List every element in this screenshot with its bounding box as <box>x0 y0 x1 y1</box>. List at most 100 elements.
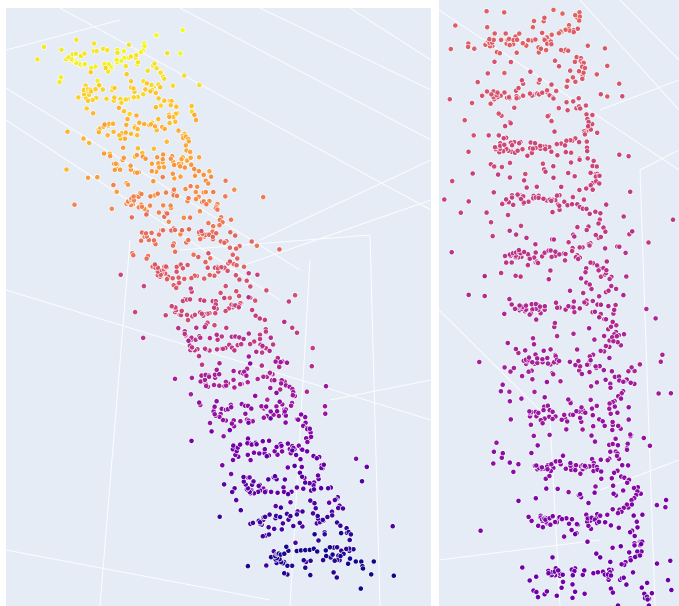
scatter-point <box>598 475 605 482</box>
scatter-point <box>529 359 536 366</box>
scatter-point <box>588 383 594 390</box>
right-plot-background[interactable] <box>439 0 679 606</box>
scatter-point <box>65 54 72 61</box>
scatter-point <box>465 291 472 298</box>
scatter-point <box>507 120 514 127</box>
scatter-point <box>654 502 660 508</box>
scatter-point <box>85 174 91 181</box>
scatter-point <box>293 484 300 491</box>
scatter-point <box>570 411 576 418</box>
scatter-point <box>595 267 602 274</box>
scatter-point <box>510 468 517 475</box>
scatter-point <box>518 395 525 402</box>
scatter-point <box>618 395 624 402</box>
scatter-point <box>574 346 580 353</box>
scatter-point <box>544 588 550 595</box>
scatter-point <box>240 474 247 480</box>
scatter-point <box>556 30 562 37</box>
scatter-point <box>326 544 333 551</box>
scatter-point <box>308 363 315 370</box>
scatter-point <box>284 562 291 569</box>
scatter-point <box>230 457 236 463</box>
scatter-point <box>581 567 588 574</box>
scatter-point <box>583 102 589 109</box>
scatter-point <box>207 420 213 426</box>
scatter-point <box>272 358 279 365</box>
scatter-point <box>567 67 574 74</box>
scatter-point <box>58 46 65 53</box>
scatter-point <box>575 358 582 364</box>
scatter-point <box>506 42 513 48</box>
scatter-point <box>533 183 540 190</box>
scatter-point <box>230 368 237 374</box>
scatter-point <box>277 359 284 365</box>
scatter-point <box>237 507 244 514</box>
scatter-point <box>627 188 634 195</box>
scatter-point <box>259 438 266 445</box>
scatter-point <box>544 379 550 385</box>
scatter-point <box>161 125 168 132</box>
scatter-point <box>279 520 286 527</box>
scatter-point <box>532 495 539 502</box>
scatter-point <box>347 531 354 538</box>
scatter-point <box>527 68 534 75</box>
scatter-point <box>479 92 485 99</box>
scatter-point <box>181 164 188 171</box>
scatter-point <box>199 361 205 368</box>
scatter-point <box>271 526 278 532</box>
scatter-point <box>64 128 71 135</box>
scatter-point <box>558 584 565 591</box>
scatter-point <box>592 208 599 215</box>
scatter-point <box>277 386 284 393</box>
scatter-point <box>108 205 115 212</box>
scatter-point <box>530 432 537 439</box>
scatter-point <box>337 522 344 529</box>
scatter-point <box>572 362 579 368</box>
scatter-point <box>117 166 123 173</box>
scatter-point <box>216 382 223 389</box>
scatter-point <box>645 239 652 246</box>
scatter-point <box>643 306 650 312</box>
scatter-point <box>226 258 233 265</box>
scatter-point <box>491 163 498 170</box>
scatter-point <box>625 404 632 411</box>
scatter-point <box>210 189 217 195</box>
scatter-point <box>461 117 468 124</box>
scatter-point <box>234 255 241 262</box>
scatter-point <box>81 50 88 57</box>
scatter-point <box>211 322 218 329</box>
scatter-point <box>240 336 247 342</box>
scatter-point <box>622 249 629 256</box>
scatter-point <box>582 409 589 416</box>
scatter-point <box>113 56 120 63</box>
scatter-point <box>297 456 304 463</box>
scatter-point <box>552 248 559 255</box>
scatter-point <box>220 345 226 352</box>
scatter-point <box>565 303 572 310</box>
scatter-point <box>202 259 209 265</box>
scatter-point <box>539 89 546 96</box>
scatter-point <box>584 148 591 154</box>
scatter-point <box>603 316 609 323</box>
scatter-point <box>288 402 294 409</box>
scatter-point <box>568 159 574 166</box>
scatter-point <box>627 379 634 386</box>
scatter-point <box>117 271 124 278</box>
scatter-point <box>309 345 316 351</box>
scatter-point <box>576 17 583 24</box>
scatter-point <box>276 398 283 405</box>
scatter-point <box>586 242 593 249</box>
scatter-point <box>585 500 592 506</box>
scatter-point <box>540 195 547 202</box>
scatter-point <box>620 292 627 298</box>
scatter-point <box>120 144 126 151</box>
scatter-point <box>223 382 229 389</box>
scatter-point <box>173 103 180 110</box>
scatter-point <box>565 489 572 495</box>
scatter-point <box>496 50 503 57</box>
scatter-point <box>320 461 327 468</box>
scatter-point <box>164 210 171 217</box>
scatter-point <box>485 132 492 139</box>
scatter-point <box>492 144 498 151</box>
scatter-point <box>207 255 214 262</box>
